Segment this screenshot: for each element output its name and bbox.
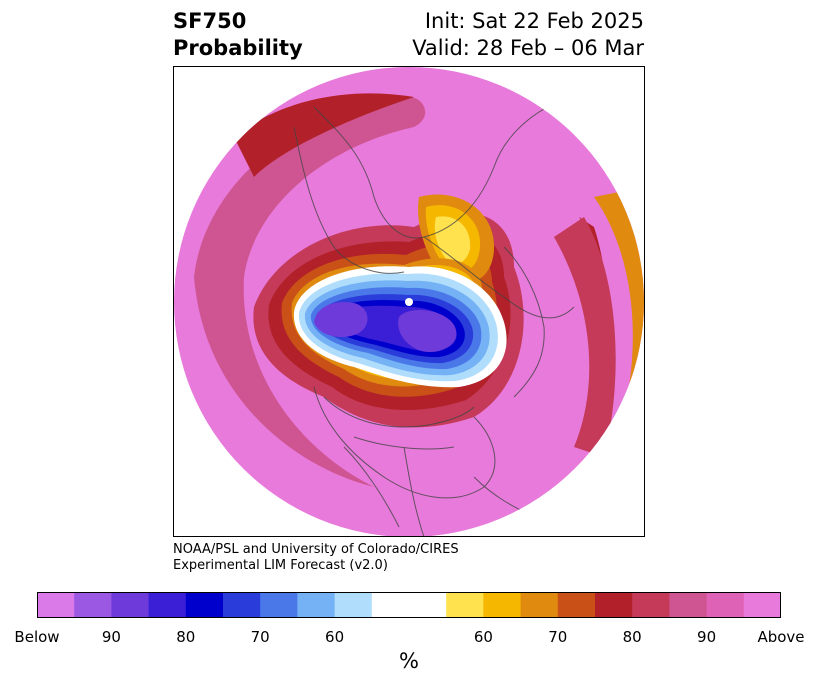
colorbar-tick-label: 70 (250, 628, 270, 646)
map-title: SF750 Probability (173, 8, 303, 62)
colorbar-tick-label: 60 (473, 628, 493, 646)
credit-text: NOAA/PSL and University of Colorado/CIRE… (173, 542, 459, 574)
credit-line-1: NOAA/PSL and University of Colorado/CIRE… (173, 542, 459, 557)
colorbar-swatch (669, 592, 708, 618)
colorbar-swatch (297, 592, 336, 618)
colorbar-swatch (595, 592, 633, 618)
colorbar-tick-label: 70 (548, 628, 568, 646)
north-pole-marker (405, 298, 413, 306)
colorbar-swatch (446, 592, 484, 618)
credit-line-2: Experimental LIM Forecast (v2.0) (173, 558, 388, 573)
coastlines (293, 96, 575, 536)
colorbar-swatch (409, 592, 447, 618)
colorbar-tick-label: 60 (325, 628, 345, 646)
colorbar-swatch (483, 592, 522, 618)
colorbar-tick-label: 90 (101, 628, 121, 646)
colorbar-swatch (520, 592, 559, 618)
colorbar-tick-label: 90 (697, 628, 717, 646)
colorbar-swatch (74, 592, 112, 618)
colorbar-tick-label: Below (14, 628, 60, 646)
init-date: Init: Sat 22 Feb 2025 (424, 9, 644, 33)
map-canvas (174, 67, 644, 536)
colorbar-label: % (399, 649, 419, 673)
forecast-map (173, 66, 645, 537)
prob-80-band (234, 93, 414, 177)
colorbar-swatch (223, 592, 261, 618)
colorbar-swatch (371, 592, 410, 618)
date-info: Init: Sat 22 Feb 2025 Valid: 28 Feb – 06… (412, 8, 644, 62)
colorbar (37, 592, 781, 618)
colorbar-swatch (743, 592, 781, 618)
colorbar-tick-label: 80 (622, 628, 642, 646)
colorbar-tick-label: 80 (176, 628, 196, 646)
colorbar-swatch (334, 592, 373, 618)
colorbar-swatch (111, 592, 150, 618)
variable-name: SF750 (173, 9, 247, 33)
colorbar-swatch (148, 592, 187, 618)
prob-90-band (194, 97, 426, 487)
colorbar-swatch (706, 592, 745, 618)
colorbar-swatch (632, 592, 670, 618)
variable-subtitle: Probability (173, 36, 303, 60)
colorbar-swatch (260, 592, 298, 618)
colorbar-swatch (185, 592, 224, 618)
valid-range: Valid: 28 Feb – 06 Mar (412, 36, 644, 60)
colorbar-swatch (37, 592, 75, 618)
colorbar-swatch (557, 592, 596, 618)
prob-85-band-right (554, 217, 616, 457)
colorbar-tick-label: Above (757, 628, 805, 646)
